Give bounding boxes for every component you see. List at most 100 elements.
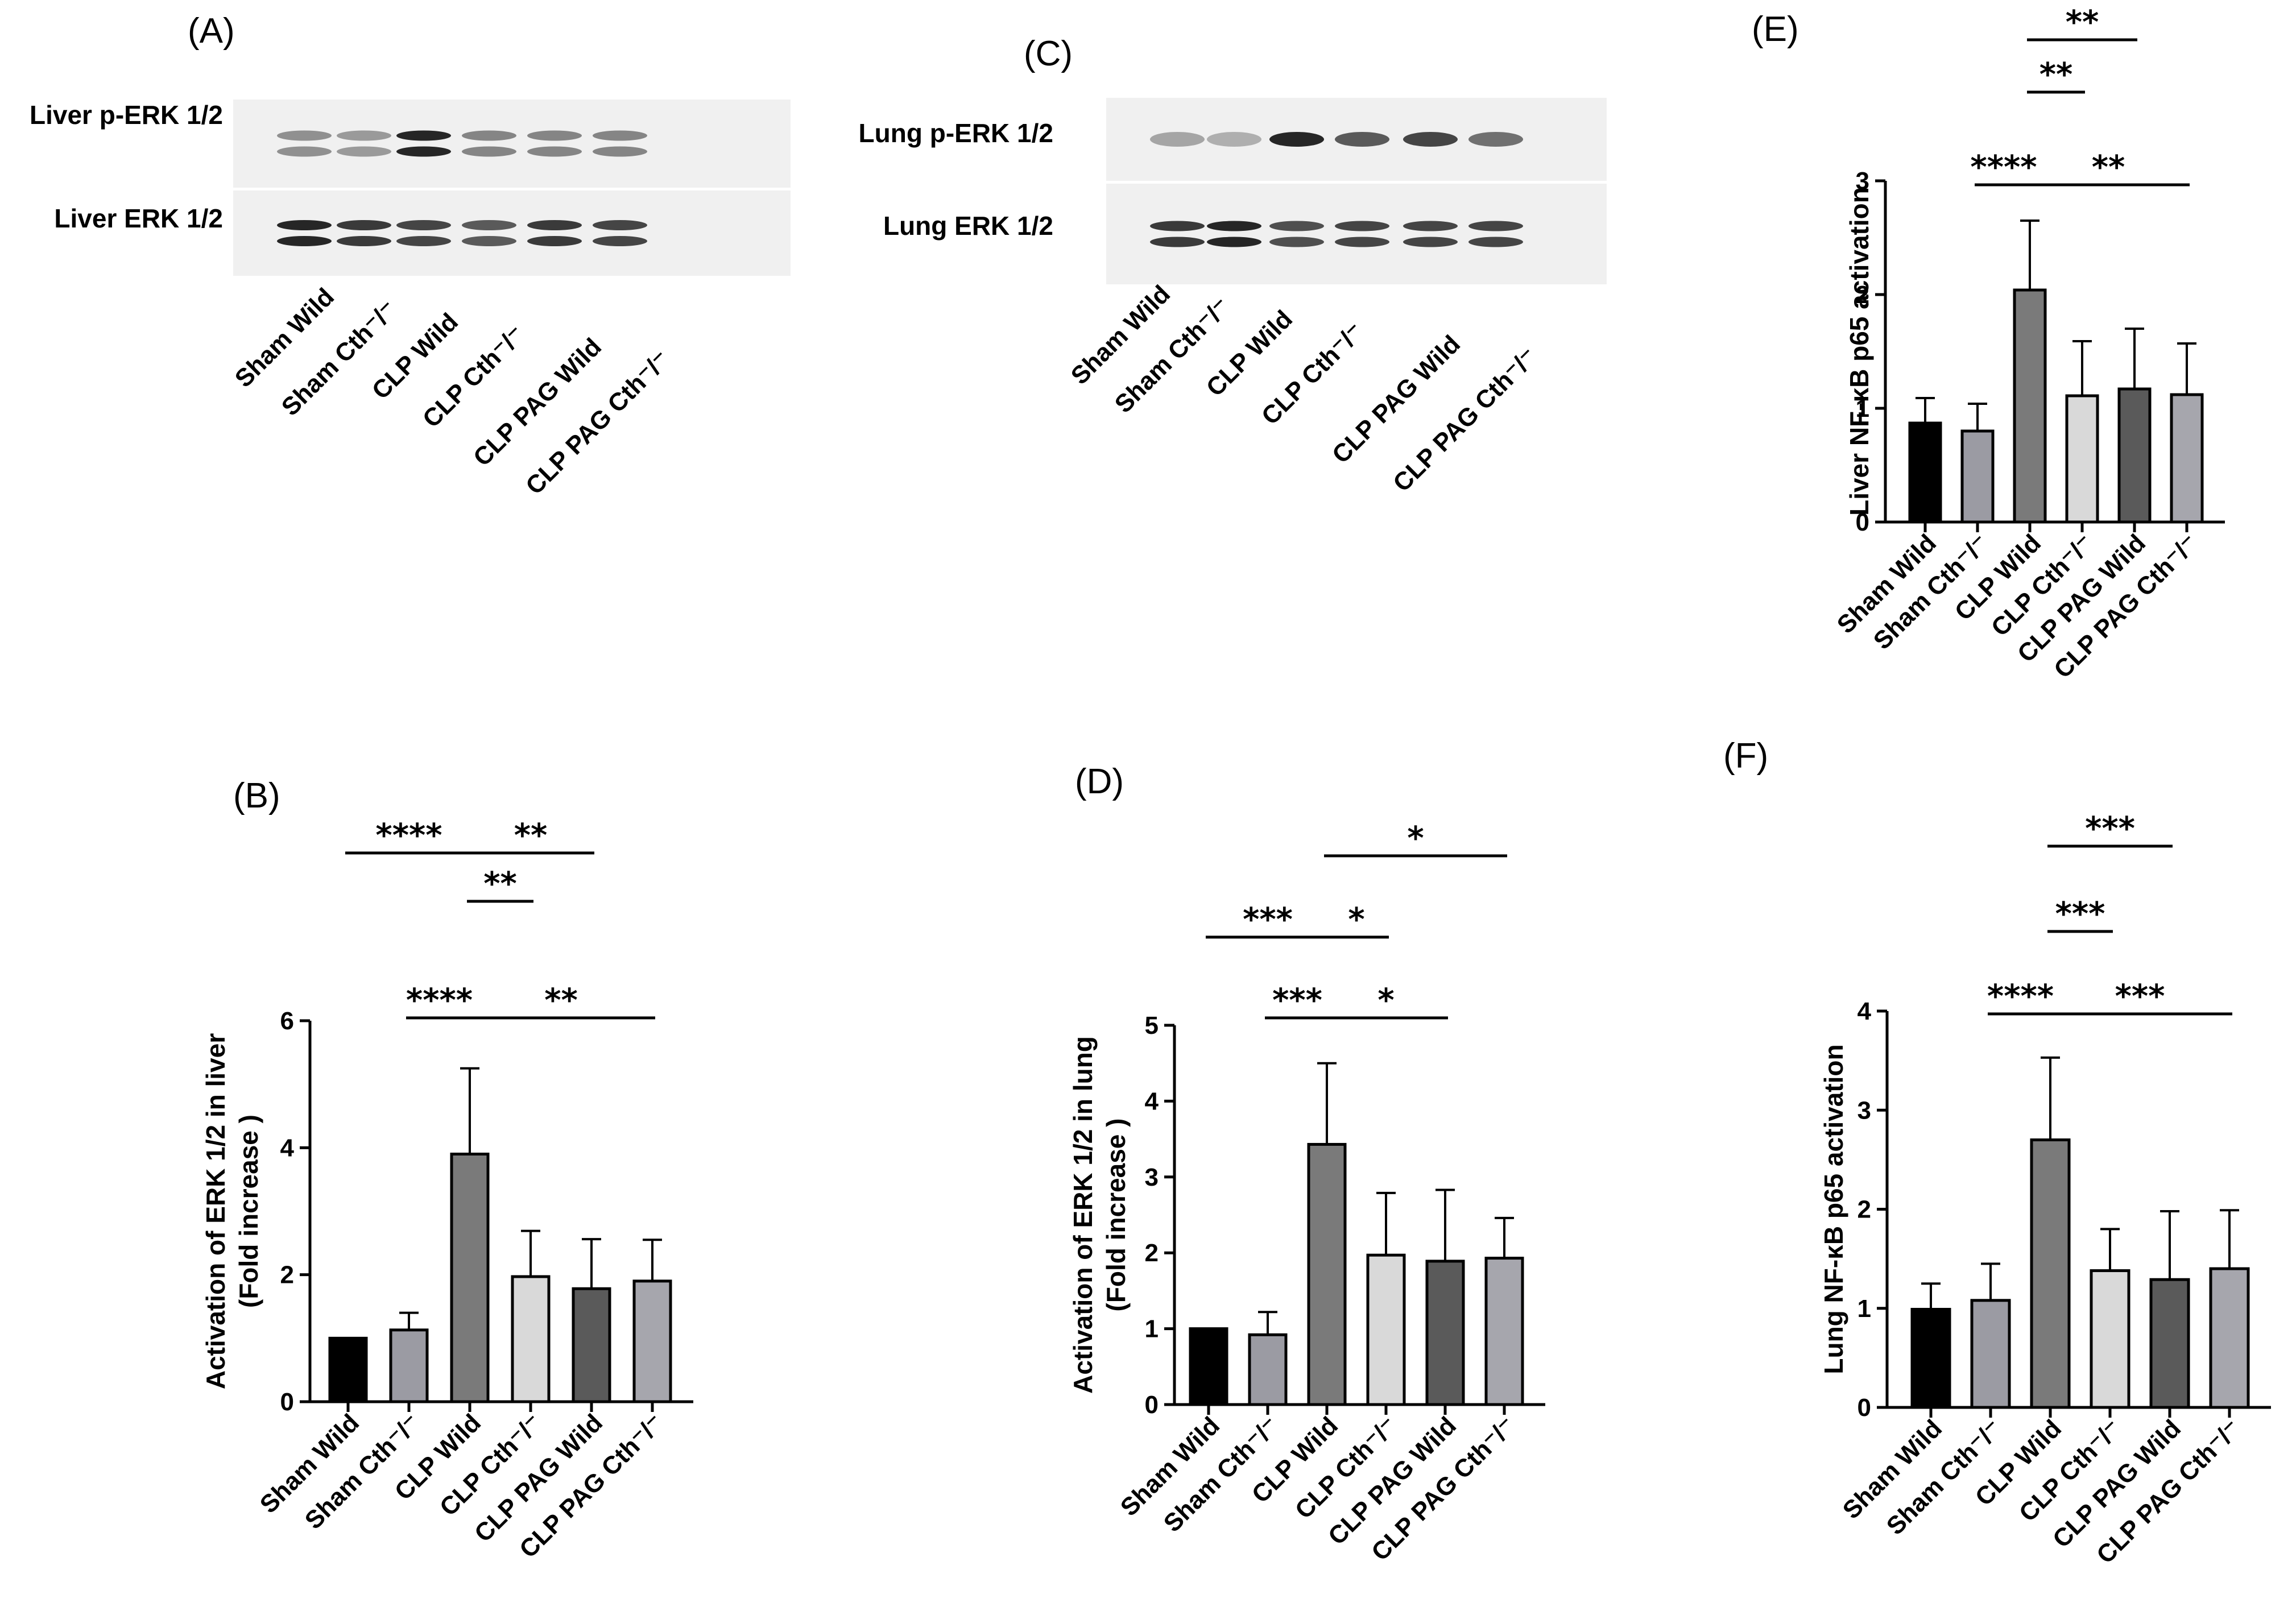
y-axis-title: Activation of ERK 1/2 in lung (Fold incre…	[1068, 1036, 1131, 1394]
blot-band	[1335, 132, 1389, 147]
panel-letter: (B)	[233, 776, 280, 815]
bar	[1425, 1260, 1465, 1406]
significance-label: ***	[2085, 810, 2135, 847]
blot-band	[337, 146, 391, 157]
blot-row-label: Lung ERK 1/2	[883, 211, 1053, 241]
y-axis-title: Lung NF-κB p65 activation	[1819, 1044, 1848, 1374]
bar	[2117, 387, 2152, 524]
blot-band	[527, 130, 582, 141]
blot-band	[277, 220, 332, 230]
blot-band	[1207, 221, 1261, 231]
y-axis-title-line: Activation of ERK 1/2 in liver	[201, 1033, 230, 1389]
bar	[1189, 1327, 1228, 1406]
blot-strip	[1106, 184, 1607, 284]
blot-band	[527, 220, 582, 230]
bar	[450, 1153, 490, 1403]
blot-strip	[233, 100, 791, 188]
y-tick-label: 6	[280, 1007, 294, 1035]
blot-band	[527, 236, 582, 246]
bar	[2209, 1267, 2250, 1409]
blot-band	[1468, 221, 1523, 231]
bar	[1910, 1307, 1951, 1409]
significance-label: ***	[2115, 978, 2165, 1015]
blot-band	[1403, 237, 1458, 247]
y-axis-title-line: (Fold increase )	[1101, 1119, 1131, 1312]
bar	[2090, 1269, 2130, 1409]
blot-band	[593, 236, 647, 246]
significance-label: *	[1377, 982, 1394, 1019]
y-axis-title-line: Activation of ERK 1/2 in lung	[1068, 1036, 1098, 1394]
panel-letter: (F)	[1723, 736, 1768, 776]
bar	[632, 1279, 672, 1403]
blot-band	[1403, 132, 1458, 147]
y-axis-title: Activation of ERK 1/2 in liver (Fold incr…	[201, 1033, 263, 1389]
significance-label: ***	[1272, 982, 1322, 1019]
blot-band	[462, 130, 516, 141]
y-tick-label: 1	[1858, 1295, 1871, 1323]
bar	[572, 1287, 611, 1403]
y-tick-label: 4	[280, 1134, 295, 1162]
blot-band	[396, 220, 451, 230]
bar	[2170, 393, 2204, 524]
blot-band	[1335, 237, 1389, 247]
panel-letter: (C)	[1024, 34, 1073, 73]
y-tick-label: 3	[1145, 1163, 1159, 1191]
significance-label: ****	[1987, 978, 2054, 1015]
blot-band	[1468, 237, 1523, 247]
blot-band	[277, 146, 332, 157]
blot-band	[462, 146, 516, 157]
bar	[2149, 1278, 2190, 1409]
y-tick-label: 3	[1858, 1096, 1871, 1124]
blot-band	[1150, 132, 1205, 147]
significance-label: ****	[375, 817, 442, 854]
panel-letter: (A)	[188, 11, 235, 51]
bar	[1366, 1253, 1406, 1406]
blot-band	[593, 220, 647, 230]
significance-label: **	[2092, 149, 2125, 186]
y-tick-label: 4	[1858, 997, 1872, 1025]
blot-band	[1403, 221, 1458, 231]
blot-band	[277, 236, 332, 246]
y-tick-label: 0	[1858, 1394, 1871, 1422]
y-tick-label: 0	[1145, 1391, 1159, 1419]
blot-band	[1335, 221, 1389, 231]
blot-band	[593, 146, 647, 157]
blot-band	[462, 236, 516, 246]
blot-band	[1269, 237, 1324, 247]
bar	[2030, 1138, 2071, 1409]
bar	[2065, 394, 2099, 524]
bar	[1960, 429, 1995, 524]
y-axis-title-line: Lung NF-κB p65 activation	[1819, 1044, 1848, 1374]
panel-letter: (D)	[1075, 762, 1124, 801]
blot-band	[1468, 132, 1523, 147]
y-axis-title-line: Liver NF-κB p65 activation	[1844, 187, 1874, 516]
blot-row-label: Liver ERK 1/2	[54, 204, 223, 233]
significance-label: ***	[2055, 896, 2105, 933]
blot-band	[1207, 132, 1261, 147]
blot-band	[396, 130, 451, 141]
y-tick-label: 5	[1145, 1012, 1159, 1039]
bar	[1908, 421, 1942, 524]
bar	[1248, 1333, 1288, 1406]
lane-label: CLP PAG Cth⁻/⁻	[520, 345, 675, 500]
blot-band	[462, 220, 516, 230]
blot-band	[277, 130, 332, 141]
bar	[1484, 1257, 1524, 1406]
y-axis-title: Liver NF-κB p65 activation	[1844, 187, 1874, 516]
y-tick-label: 0	[1856, 508, 1869, 536]
y-tick-label: 2	[280, 1261, 294, 1289]
blot-row-label: Lung p-ERK 1/2	[859, 118, 1053, 148]
bar	[2013, 288, 2047, 524]
blot-band	[337, 130, 391, 141]
significance-label: ****	[1970, 149, 2037, 186]
bar	[511, 1275, 551, 1403]
chart-panel-b: (B) 0 2 4 6 Activation of ERK 1/2 in liver (Fo…	[201, 776, 693, 1563]
significance-label: **	[514, 817, 548, 854]
bar	[328, 1336, 368, 1403]
y-tick-label: 0	[280, 1388, 294, 1416]
significance-label: **	[2039, 56, 2073, 93]
significance-label: **	[2066, 4, 2099, 41]
